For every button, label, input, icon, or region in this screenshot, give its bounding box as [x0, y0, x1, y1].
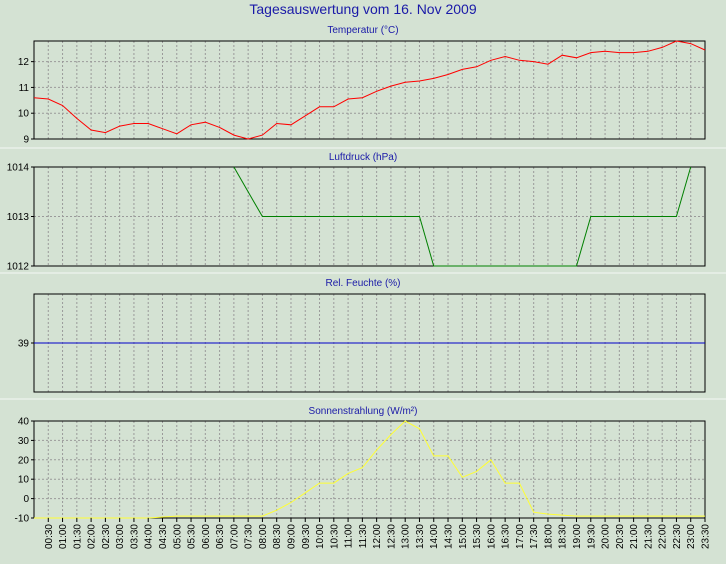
y-tick-label: 0 [23, 494, 29, 505]
x-tick-label: 14:30 [444, 524, 455, 549]
y-tick-label: 1012 [7, 262, 30, 273]
x-tick-label: 17:30 [529, 524, 540, 549]
x-tick-label: 12:30 [386, 524, 397, 549]
y-tick-label: 12 [18, 57, 30, 68]
x-tick-label: 10:00 [315, 524, 326, 549]
x-tick-label: 18:00 [543, 524, 554, 549]
x-tick-label: 06:00 [201, 524, 212, 549]
x-tick-label: 01:30 [72, 524, 83, 549]
x-tick-label: 02:30 [101, 524, 112, 549]
y-tick-label: 1013 [7, 212, 30, 223]
x-tick-label: 10:30 [329, 524, 340, 549]
x-tick-label: 08:00 [258, 524, 269, 549]
x-tick-label: 19:00 [572, 524, 583, 549]
x-tick-label: 00:30 [44, 524, 55, 549]
x-tick-label: 02:00 [87, 524, 98, 549]
x-tick-label: 16:30 [501, 524, 512, 549]
panel-title: Temperatur (°C) [327, 25, 398, 36]
x-tick-label: 04:30 [158, 524, 169, 549]
panel-title: Sonnenstrahlung (W/m²) [309, 406, 418, 417]
x-tick-label: 16:00 [486, 524, 497, 549]
y-tick-label: 10 [18, 475, 30, 486]
x-tick-label: 13:30 [415, 524, 426, 549]
x-tick-label: 11:30 [358, 524, 369, 549]
y-tick-label: 1014 [7, 163, 30, 174]
x-tick-label: 22:00 [658, 524, 669, 549]
plot-frame [33, 40, 706, 140]
x-tick-label: 23:30 [701, 524, 712, 549]
panel-title: Rel. Feuchte (%) [325, 278, 400, 289]
series-line [34, 420, 705, 519]
x-tick-label: 20:30 [615, 524, 626, 549]
x-tick-label: 05:00 [172, 524, 183, 549]
plot-frame [33, 166, 706, 267]
x-tick-label: 15:30 [472, 524, 483, 549]
x-tick-label: 21:30 [643, 524, 654, 549]
x-tick-label: 14:00 [429, 524, 440, 549]
x-tick-label: 04:00 [144, 524, 155, 549]
x-tick-label: 15:00 [458, 524, 469, 549]
series-line [33, 40, 706, 140]
y-tick-label: 20 [18, 455, 30, 466]
x-tick-label: 03:00 [115, 524, 126, 549]
series-line [233, 166, 692, 267]
y-tick-label: 9 [23, 135, 29, 146]
x-tick-label: 01:00 [58, 524, 69, 549]
x-tick-label: 21:00 [629, 524, 640, 549]
x-tick-label: 08:30 [272, 524, 283, 549]
x-tick-label: 12:00 [372, 524, 383, 549]
x-tick-label: 03:30 [129, 524, 140, 549]
page-title: Tagesauswertung vom 16. Nov 2009 [249, 1, 477, 17]
x-tick-label: 07:30 [244, 524, 255, 549]
x-tick-label: 23:00 [686, 524, 697, 549]
y-tick-label: 11 [19, 83, 30, 94]
x-tick-label: 11:00 [344, 524, 355, 549]
y-tick-label: -10 [15, 514, 30, 525]
x-tick-label: 09:00 [286, 524, 297, 549]
panel-title: Luftdruck (hPa) [329, 152, 397, 163]
x-tick-label: 05:30 [187, 524, 198, 549]
x-tick-label: 07:00 [229, 524, 240, 549]
y-tick-label: 10 [18, 109, 30, 120]
x-tick-label: 06:30 [215, 524, 226, 549]
x-tick-label: 18:30 [558, 524, 569, 549]
x-tick-label: 19:30 [586, 524, 597, 549]
y-tick-label: 40 [18, 417, 30, 428]
x-tick-label: 13:00 [401, 524, 412, 549]
x-tick-label: 22:30 [672, 524, 683, 549]
x-tick-label: 17:00 [515, 524, 526, 549]
x-tick-label: 09:30 [301, 524, 312, 549]
y-tick-label: 39 [18, 339, 30, 350]
plot-frame [33, 420, 706, 519]
x-tick-label: 20:00 [601, 524, 612, 549]
y-tick-label: 30 [18, 436, 30, 447]
